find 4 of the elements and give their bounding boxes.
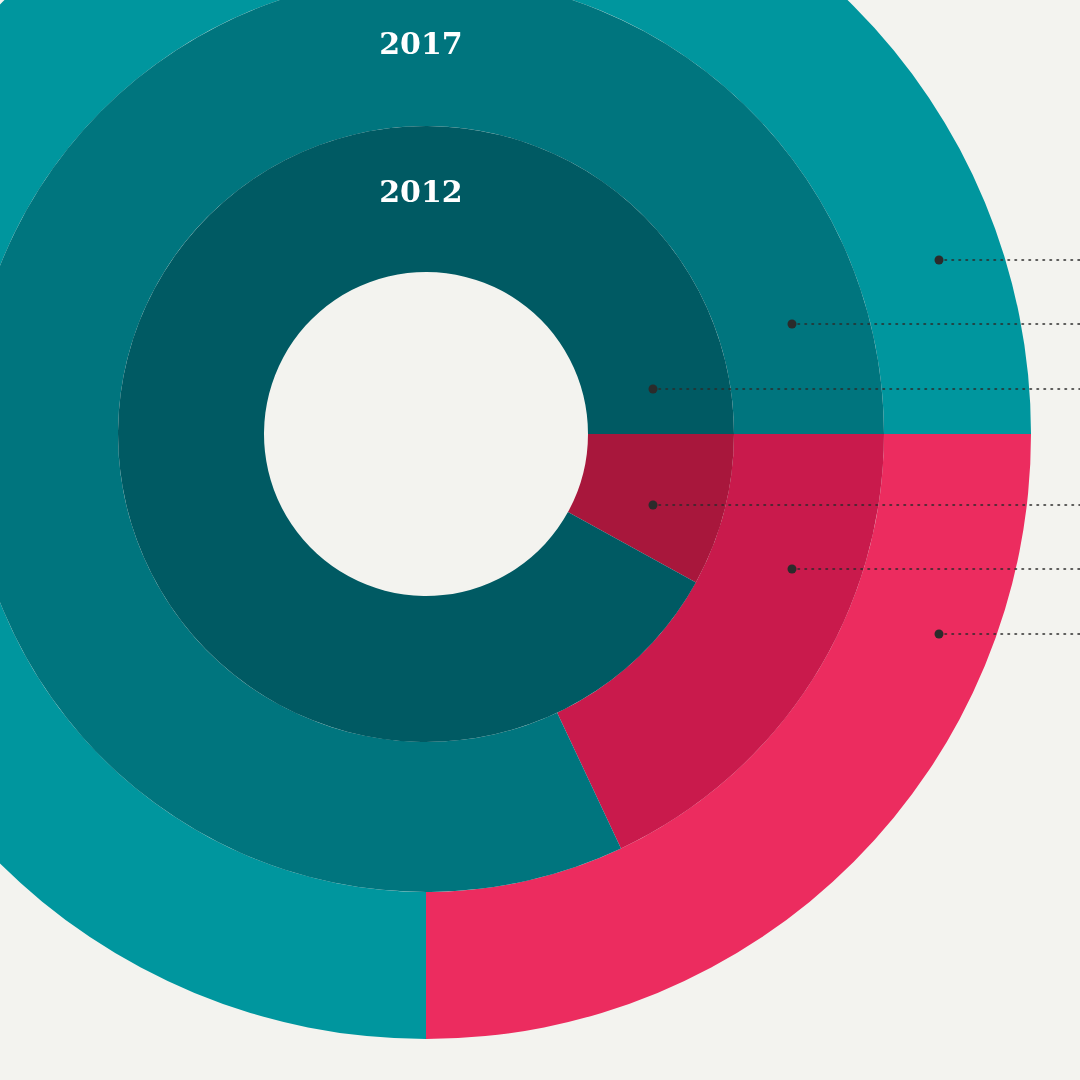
donut-slice	[567, 434, 734, 583]
text: 2012	[379, 174, 463, 209]
text: 2017	[379, 26, 463, 61]
donut-slice	[118, 126, 734, 742]
